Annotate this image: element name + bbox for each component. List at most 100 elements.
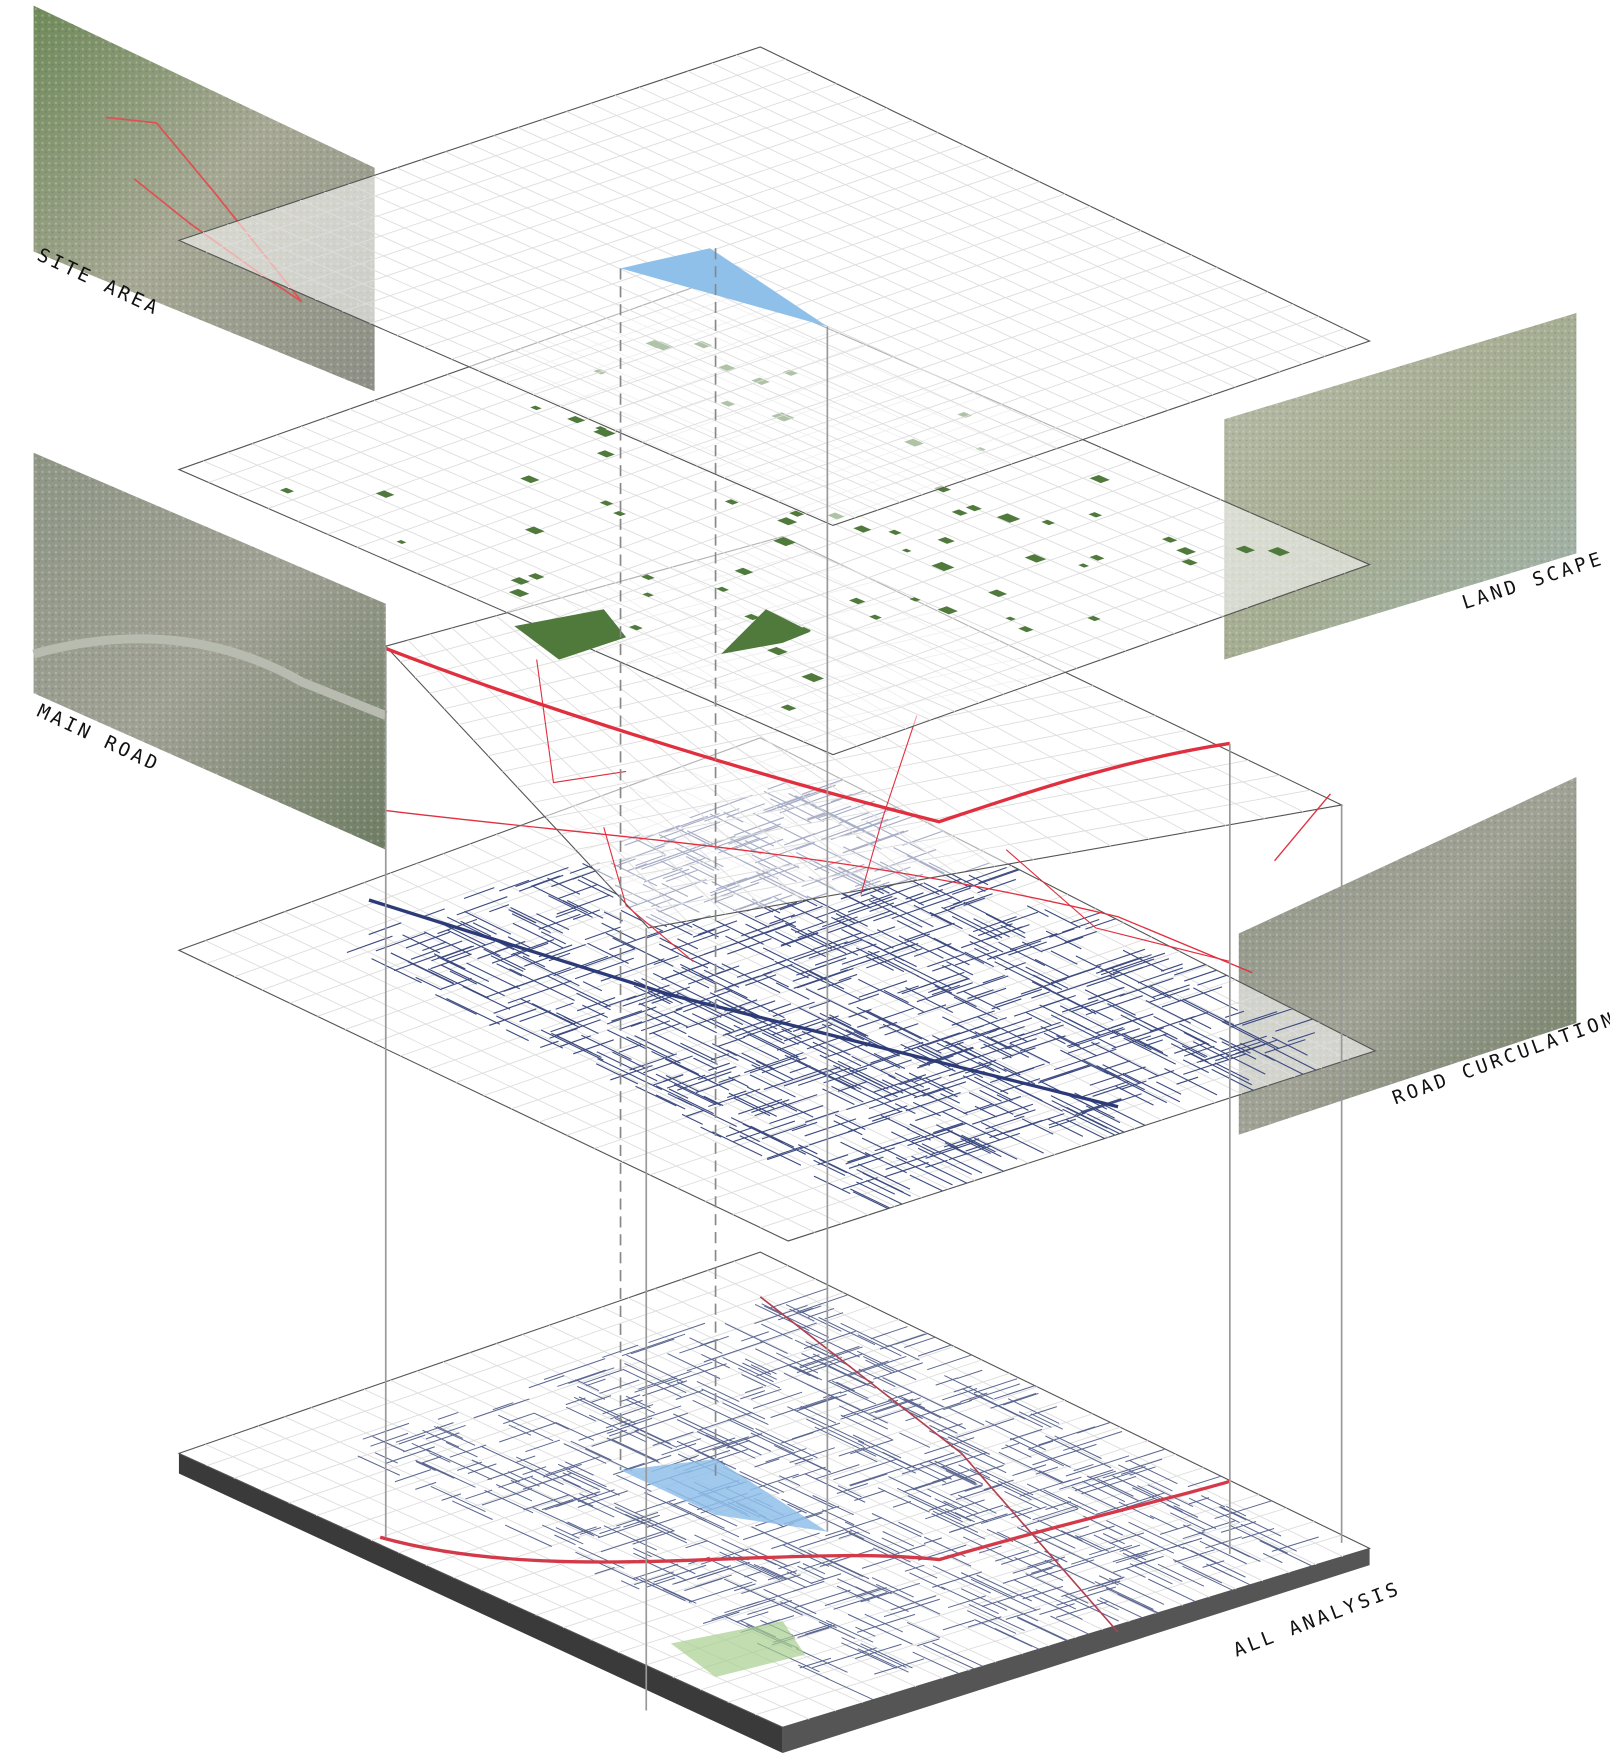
street [609,930,662,951]
grid-line [803,551,1341,743]
street [687,968,732,985]
street [890,1544,926,1557]
street [856,1613,916,1633]
street [844,1521,871,1535]
street [685,1540,708,1549]
street [565,1522,595,1537]
street [644,1013,687,1035]
street [948,1144,968,1155]
street [855,1626,876,1637]
street [898,1395,926,1409]
street [997,1480,1059,1510]
street [577,1489,615,1503]
street [1096,1599,1119,1611]
street [747,1600,793,1616]
street [1220,1521,1257,1533]
street [733,1556,783,1580]
street [794,920,828,934]
street [952,896,975,905]
street [410,940,463,960]
street [1129,1466,1156,1476]
street [591,1395,612,1403]
street [861,1137,908,1161]
street [582,981,603,992]
street [676,1381,719,1402]
street [691,1013,733,1034]
street [874,1658,925,1675]
street [803,1330,856,1350]
street [1033,974,1063,990]
street [754,1458,780,1468]
street [837,1060,904,1094]
street [1183,1031,1232,1057]
street [1096,1065,1145,1091]
grid-line [654,1288,1264,1582]
street [906,1128,931,1141]
street [1264,1054,1304,1075]
street [848,1117,891,1133]
street [1173,1505,1199,1518]
street [1059,1476,1098,1490]
green-patch [767,646,788,656]
green-patch [1041,519,1055,526]
street [827,1380,877,1405]
street [747,1589,803,1616]
street [1010,1437,1071,1468]
grid-line [805,328,1345,514]
street [597,1058,663,1091]
street [1063,1431,1123,1451]
street [960,1138,991,1154]
street [784,1054,832,1079]
street [1223,1020,1280,1050]
street [1172,1559,1223,1584]
street [741,1331,769,1342]
green-patch [724,499,739,505]
street [662,1588,693,1603]
street [698,1066,737,1081]
street [1125,1448,1165,1463]
street [723,1578,751,1592]
street [942,1619,975,1631]
street [948,1059,997,1077]
street [872,1547,938,1579]
street [721,1538,777,1566]
street [1096,948,1146,967]
street [1001,1442,1020,1450]
street [855,1643,902,1659]
street [1012,1556,1066,1574]
street [1073,1463,1094,1472]
street [1021,941,1043,953]
street [971,1029,997,1040]
street [808,1345,852,1368]
street [570,1440,612,1461]
street [441,1493,462,1501]
grid-line [649,979,1236,1176]
street [873,1052,906,1070]
street [1143,1021,1178,1040]
street [518,874,564,892]
street [953,996,998,1020]
street [1120,1080,1147,1090]
street [766,1145,803,1159]
street [798,1144,818,1155]
street [709,1018,735,1031]
street [945,1040,1007,1072]
street [603,1525,657,1551]
street [1106,1520,1159,1546]
street [415,1459,455,1479]
planes [177,46,1377,1728]
street [1009,1024,1064,1044]
street [845,1147,896,1165]
street [1088,1469,1114,1479]
grid-line [480,1399,1066,1591]
street [943,901,963,909]
street [899,1432,931,1448]
street [696,1431,739,1452]
street [957,1494,997,1514]
street [1009,1042,1051,1064]
street [949,893,993,910]
street [1108,1577,1165,1605]
street [578,1428,614,1441]
street [726,1049,761,1067]
street [719,1551,781,1581]
